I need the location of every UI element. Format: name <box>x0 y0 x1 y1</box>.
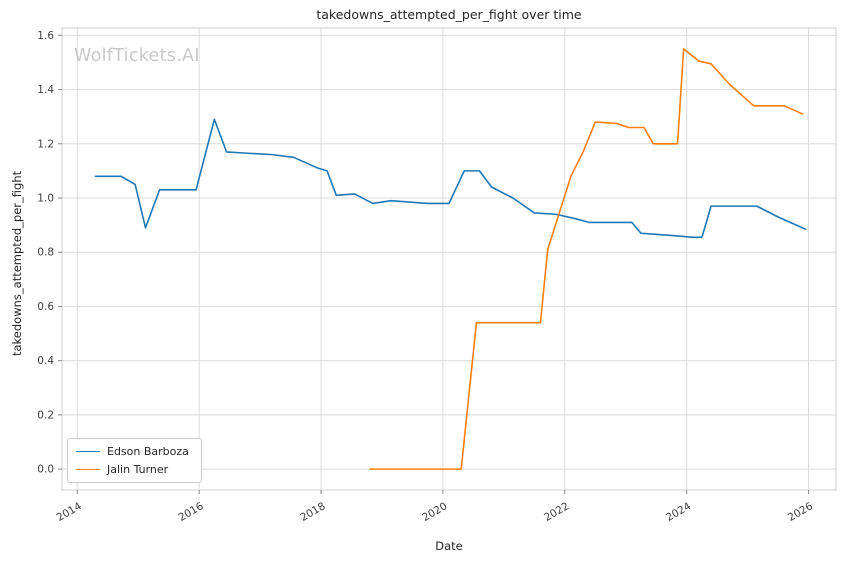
svg-text:2024: 2024 <box>664 500 693 524</box>
legend-item: Jalin Turner <box>76 463 189 476</box>
svg-text:0.4: 0.4 <box>37 355 54 367</box>
svg-text:0.6: 0.6 <box>37 301 54 313</box>
svg-text:2020: 2020 <box>420 500 449 524</box>
svg-text:2014: 2014 <box>55 500 84 524</box>
svg-text:1.0: 1.0 <box>37 192 54 204</box>
svg-text:0.8: 0.8 <box>37 247 54 259</box>
chart-title: takedowns_attempted_per_fight over time <box>316 7 582 22</box>
svg-text:1.2: 1.2 <box>37 138 54 150</box>
legend-line-swatch <box>76 451 100 452</box>
legend-item: Edson Barboza <box>76 445 189 458</box>
legend-label: Edson Barboza <box>107 445 189 458</box>
svg-text:2018: 2018 <box>298 500 327 524</box>
svg-text:1.6: 1.6 <box>37 30 54 42</box>
legend-line-swatch <box>76 469 100 470</box>
svg-text:0.0: 0.0 <box>37 464 54 476</box>
svg-text:2022: 2022 <box>542 500 571 524</box>
svg-text:1.4: 1.4 <box>37 84 54 96</box>
svg-text:2026: 2026 <box>786 500 815 524</box>
legend-label: Jalin Turner <box>107 463 169 476</box>
x-axis-label: Date <box>435 539 463 553</box>
watermark: WolfTickets.AI <box>74 46 200 66</box>
svg-text:2016: 2016 <box>176 500 205 524</box>
svg-text:0.2: 0.2 <box>37 409 54 421</box>
legend: Edson Barboza Jalin Turner <box>67 438 202 483</box>
y-axis-label: takedowns_attempted_per_fight <box>10 170 24 356</box>
